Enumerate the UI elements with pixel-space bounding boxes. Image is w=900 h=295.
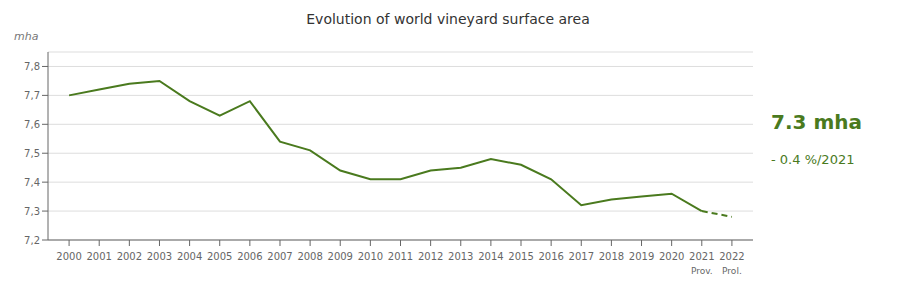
svg-text:2020: 2020	[659, 251, 684, 262]
svg-text:2014: 2014	[478, 251, 503, 262]
svg-text:2013: 2013	[448, 251, 473, 262]
svg-text:Prov.: Prov.	[691, 266, 713, 276]
svg-text:2018: 2018	[599, 251, 624, 262]
svg-text:2011: 2011	[388, 251, 413, 262]
svg-text:Prol.: Prol.	[722, 266, 742, 276]
svg-text:2022: 2022	[719, 251, 744, 262]
svg-text:2007: 2007	[267, 251, 292, 262]
svg-text:7,2: 7,2	[24, 235, 40, 246]
svg-text:2002: 2002	[117, 251, 142, 262]
html-text:- 0.4 %/2021: - 0.4 %/2021	[771, 152, 855, 167]
svg-text:7,3: 7,3	[24, 206, 40, 217]
svg-text:2021: 2021	[689, 251, 714, 262]
svg-text:2006: 2006	[237, 251, 262, 262]
html-text:mha: mha	[14, 30, 39, 43]
svg-text:2003: 2003	[147, 251, 172, 262]
svg-text:7,4: 7,4	[24, 177, 40, 188]
svg-text:7,5: 7,5	[24, 148, 40, 159]
html-text:Evolution of world vineyard su: Evolution of world vineyard surface area	[306, 11, 590, 27]
svg-text:2004: 2004	[177, 251, 202, 262]
svg-text:2015: 2015	[508, 251, 533, 262]
svg-text:7,7: 7,7	[24, 90, 40, 101]
svg-text:2019: 2019	[629, 251, 654, 262]
svg-text:2005: 2005	[207, 251, 232, 262]
html-text:7.3 mha: 7.3 mha	[771, 110, 862, 134]
svg-text:2010: 2010	[358, 251, 383, 262]
svg-text:7,6: 7,6	[24, 119, 40, 130]
svg-text:2016: 2016	[538, 251, 563, 262]
svg-text:2009: 2009	[328, 251, 353, 262]
svg-text:7,8: 7,8	[24, 61, 40, 72]
svg-text:2012: 2012	[418, 251, 443, 262]
svg-text:2017: 2017	[569, 251, 594, 262]
svg-text:2008: 2008	[297, 251, 322, 262]
svg-text:2000: 2000	[56, 251, 81, 262]
svg-text:2001: 2001	[86, 251, 111, 262]
